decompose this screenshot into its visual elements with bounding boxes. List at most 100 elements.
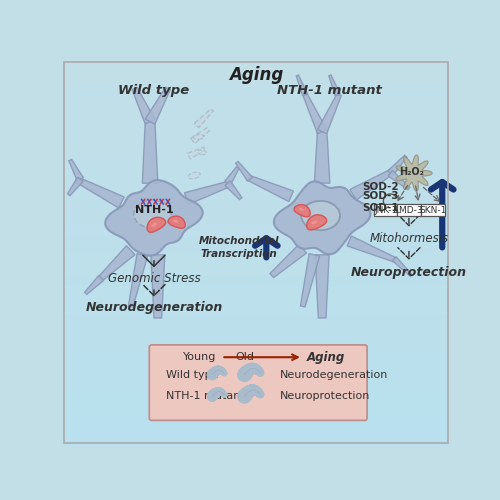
- Polygon shape: [300, 254, 320, 307]
- Text: H₂O₂: H₂O₂: [400, 168, 424, 177]
- Bar: [62, 137, 450, 142]
- Bar: [62, 152, 450, 156]
- Text: LMD-3: LMD-3: [394, 206, 423, 214]
- Text: Wild type: Wild type: [118, 84, 190, 98]
- Polygon shape: [312, 220, 318, 224]
- Bar: [62, 426, 450, 430]
- Polygon shape: [392, 257, 412, 276]
- Ellipse shape: [194, 134, 204, 140]
- Bar: [62, 70, 450, 74]
- Polygon shape: [318, 94, 342, 134]
- Polygon shape: [75, 177, 124, 208]
- Polygon shape: [147, 218, 166, 232]
- Bar: [62, 306, 450, 310]
- Text: SOD-3: SOD-3: [362, 192, 399, 202]
- Polygon shape: [296, 75, 308, 96]
- Bar: [62, 185, 450, 190]
- Bar: [62, 368, 450, 373]
- Bar: [62, 132, 450, 137]
- Bar: [62, 248, 450, 252]
- Bar: [62, 412, 450, 416]
- Bar: [62, 252, 450, 258]
- Polygon shape: [388, 155, 407, 176]
- Bar: [62, 406, 450, 412]
- Bar: [62, 373, 450, 378]
- Bar: [62, 156, 450, 161]
- Bar: [62, 392, 450, 397]
- FancyBboxPatch shape: [374, 204, 398, 216]
- Bar: [62, 387, 450, 392]
- Bar: [62, 339, 450, 344]
- Bar: [62, 286, 450, 291]
- Text: NTH-1: NTH-1: [134, 205, 173, 215]
- Bar: [62, 378, 450, 382]
- Text: Neuroprotection: Neuroprotection: [351, 266, 467, 278]
- Polygon shape: [224, 167, 239, 185]
- Text: SOD-1: SOD-1: [362, 203, 399, 213]
- Bar: [62, 176, 450, 180]
- Text: SKN-1: SKN-1: [420, 206, 446, 214]
- Ellipse shape: [134, 200, 171, 228]
- Bar: [62, 84, 450, 89]
- Bar: [62, 315, 450, 320]
- Bar: [62, 300, 450, 306]
- Text: SOD-2: SOD-2: [362, 182, 399, 192]
- Bar: [62, 276, 450, 281]
- Text: Neurodegeneration: Neurodegeneration: [280, 370, 388, 380]
- Bar: [62, 108, 450, 113]
- Bar: [62, 349, 450, 354]
- Polygon shape: [303, 94, 326, 134]
- Ellipse shape: [301, 201, 340, 230]
- Bar: [62, 344, 450, 349]
- Polygon shape: [347, 236, 397, 262]
- Polygon shape: [132, 88, 155, 124]
- Bar: [62, 243, 450, 248]
- Bar: [62, 170, 450, 175]
- Bar: [62, 440, 450, 445]
- Bar: [62, 209, 450, 214]
- Polygon shape: [151, 255, 165, 318]
- Polygon shape: [152, 222, 157, 227]
- Polygon shape: [168, 216, 185, 228]
- Bar: [62, 89, 450, 94]
- Bar: [62, 262, 450, 267]
- FancyBboxPatch shape: [150, 345, 367, 420]
- Polygon shape: [184, 180, 232, 204]
- Polygon shape: [236, 162, 252, 181]
- Polygon shape: [274, 182, 370, 254]
- Bar: [62, 180, 450, 185]
- Text: Mitohormesis: Mitohormesis: [370, 232, 448, 244]
- Bar: [62, 214, 450, 219]
- Bar: [62, 382, 450, 387]
- Polygon shape: [142, 118, 158, 183]
- Polygon shape: [306, 215, 326, 230]
- Bar: [62, 190, 450, 194]
- Polygon shape: [315, 255, 329, 318]
- FancyBboxPatch shape: [398, 204, 420, 216]
- Text: Mitochondrial
Transcription: Mitochondrial Transcription: [199, 236, 280, 258]
- Bar: [62, 282, 450, 286]
- Polygon shape: [128, 254, 148, 307]
- Bar: [62, 79, 450, 84]
- Text: Neurodegeneration: Neurodegeneration: [86, 301, 222, 314]
- Bar: [62, 113, 450, 117]
- Bar: [62, 228, 450, 233]
- Bar: [62, 94, 450, 98]
- FancyBboxPatch shape: [422, 204, 444, 216]
- Text: JNK-1: JNK-1: [374, 206, 398, 214]
- Bar: [62, 219, 450, 224]
- Text: Wild type: Wild type: [166, 370, 218, 380]
- Polygon shape: [146, 87, 171, 124]
- Text: Genomic Stress: Genomic Stress: [108, 272, 200, 285]
- Polygon shape: [248, 176, 294, 202]
- Polygon shape: [299, 208, 304, 211]
- Bar: [62, 330, 450, 334]
- Bar: [62, 324, 450, 330]
- Bar: [62, 238, 450, 243]
- Bar: [62, 122, 450, 128]
- Polygon shape: [106, 180, 202, 256]
- Polygon shape: [350, 170, 394, 200]
- Bar: [62, 200, 450, 204]
- Bar: [62, 65, 450, 70]
- Polygon shape: [329, 75, 340, 96]
